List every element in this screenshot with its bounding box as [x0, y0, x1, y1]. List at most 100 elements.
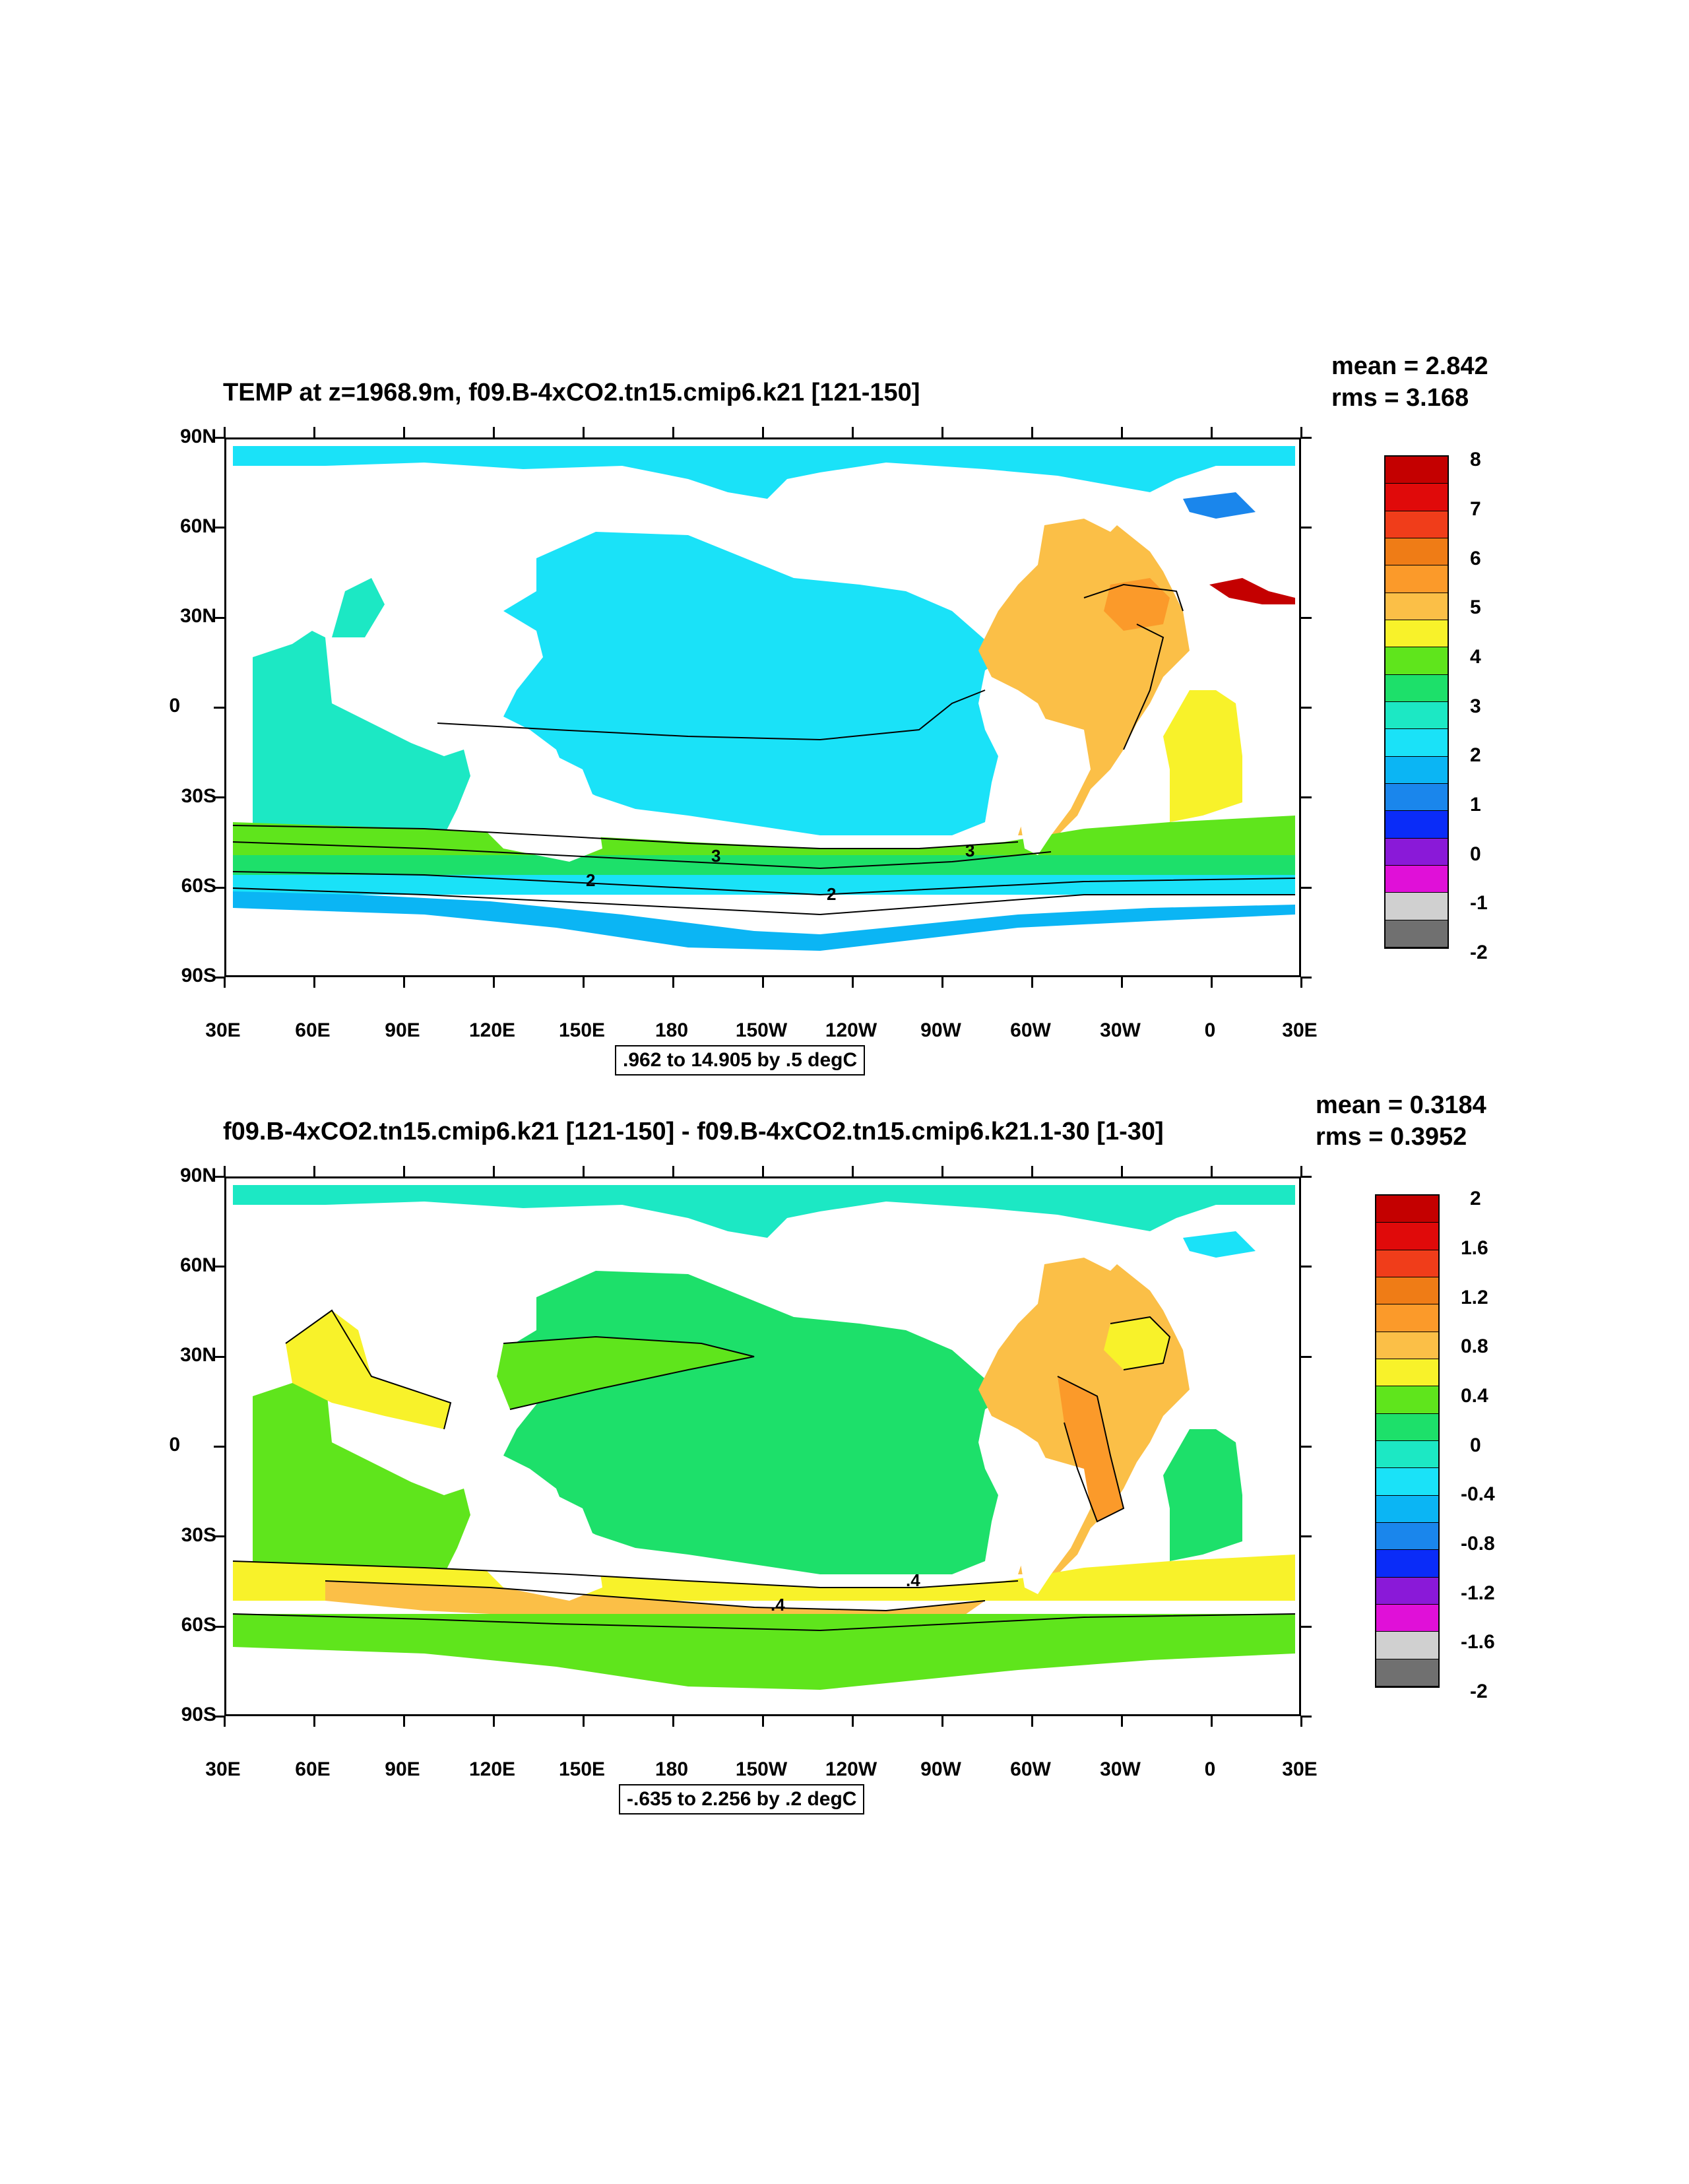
australia-land	[470, 1489, 602, 1601]
contour-lines	[232, 583, 1296, 916]
axis-tick	[1301, 437, 1312, 439]
colorbar-swatch	[1386, 647, 1448, 675]
colorbar-swatch	[1376, 1332, 1438, 1359]
x-label: 120W	[825, 1758, 877, 1780]
axis-tick	[493, 1166, 495, 1176]
x-label: 180	[654, 1019, 689, 1041]
colorbar-swatch	[1386, 457, 1448, 484]
colorbar-swatch	[1386, 620, 1448, 648]
contour-info-box: -.635 to 2.256 by .2 degC	[619, 1784, 865, 1815]
axis-tick	[1301, 886, 1312, 889]
colorbar-swatch	[1386, 538, 1448, 566]
colorbar-label: 6	[1470, 548, 1481, 569]
atlantic-east-green	[1163, 1429, 1242, 1561]
axis-tick	[1121, 1716, 1123, 1727]
contour-lines	[232, 1309, 1296, 1632]
x-label: 30E	[1282, 1019, 1318, 1041]
colorbar-label: 3	[1470, 695, 1481, 717]
y-label: 90N	[179, 1165, 216, 1186]
rms-value: rms = 3.168	[1331, 384, 1469, 412]
axis-tick	[1031, 427, 1033, 437]
axis-tick	[1301, 527, 1312, 529]
axis-tick	[313, 977, 315, 988]
x-label: 30E	[205, 1019, 241, 1041]
atlantic-mid-yellow	[1104, 1317, 1170, 1370]
axis-tick	[313, 1166, 315, 1176]
axis-tick	[1301, 977, 1312, 979]
axis-tick	[1121, 977, 1123, 988]
axis-tick	[1031, 1716, 1033, 1727]
atlantic-north	[978, 519, 1190, 835]
axis-tick	[852, 1716, 854, 1727]
axis-tick	[1211, 1716, 1213, 1727]
colorbar-swatch	[1376, 1577, 1438, 1605]
axis-tick	[224, 427, 226, 437]
axis-tick	[403, 1716, 405, 1727]
y-label: 90S	[181, 965, 216, 986]
axis-tick	[493, 1716, 495, 1727]
pacific-lightgreen	[497, 1337, 754, 1409]
atlantic-east-yellow	[1163, 690, 1242, 822]
axis-tick	[1301, 796, 1312, 799]
greenland-sea	[1183, 492, 1256, 519]
colorbar-label: -2	[1470, 1681, 1488, 1702]
colorbar-swatch	[1376, 1359, 1438, 1387]
indian-region	[253, 1370, 470, 1588]
pacific-region	[503, 532, 1005, 835]
colorbar-swatch	[1376, 1277, 1438, 1305]
colorbar-swatch	[1376, 1495, 1438, 1523]
axis-tick	[214, 1266, 224, 1268]
y-label: 30S	[181, 785, 216, 807]
axis-tick	[214, 796, 224, 799]
colorbar	[1375, 1194, 1440, 1688]
colorbar-label: -0.8	[1461, 1533, 1495, 1555]
axis-tick	[762, 427, 764, 437]
y-label: 0	[169, 695, 180, 717]
colorbar-label: 1.2	[1461, 1287, 1488, 1308]
x-label: 30E	[205, 1758, 241, 1780]
southern-cyan	[233, 875, 1295, 895]
colorbar-label: 0	[1470, 1434, 1481, 1456]
colorbar-swatch	[1376, 1413, 1438, 1441]
med-red	[1209, 578, 1295, 604]
colorbar-label: 1.6	[1461, 1237, 1488, 1259]
x-label: 30W	[1100, 1019, 1141, 1041]
y-label: 30N	[179, 605, 216, 627]
colorbar-label: 2	[1470, 744, 1481, 766]
colorbar-swatch	[1376, 1250, 1438, 1277]
colorbar-swatch	[1386, 701, 1448, 730]
axis-tick	[214, 1446, 224, 1448]
x-label: 150W	[735, 1758, 788, 1780]
colorbar-label: -1	[1470, 892, 1488, 914]
colorbar-swatch	[1376, 1522, 1438, 1551]
axis-tick	[583, 1166, 585, 1176]
panel-title: f09.B-4xCO2.tn15.cmip6.k21 [121-150] - f…	[223, 1118, 1164, 1145]
axis-tick	[762, 1166, 764, 1176]
axis-tick	[403, 977, 405, 988]
mean-value: mean = 2.842	[1331, 352, 1488, 380]
colorbar-swatch	[1386, 783, 1448, 812]
axis-tick	[214, 616, 224, 619]
axis-tick	[313, 427, 315, 437]
axis-tick	[1211, 427, 1213, 437]
colorbar-label: 1	[1470, 794, 1481, 816]
colorbar-label: 2	[1470, 1188, 1481, 1209]
madagascar-area	[332, 578, 385, 637]
axis-tick	[852, 427, 854, 437]
colorbar-swatch	[1376, 1468, 1438, 1496]
axis-tick	[1301, 1535, 1312, 1538]
arctic-region	[233, 446, 1295, 499]
colorbar-swatch	[1376, 1196, 1438, 1223]
colorbar-swatch	[1376, 1304, 1438, 1332]
colorbar-swatch	[1376, 1632, 1438, 1659]
colorbar-swatch	[1386, 674, 1448, 702]
axis-tick	[1301, 1266, 1312, 1268]
colorbar-label: 0.4	[1461, 1385, 1488, 1407]
axis-tick	[214, 707, 224, 709]
axis-tick	[214, 886, 224, 889]
axis-tick	[672, 1716, 674, 1727]
x-label: 150E	[558, 1019, 606, 1041]
x-label: 0	[1204, 1019, 1216, 1041]
axis-tick	[672, 1166, 674, 1176]
axis-tick	[224, 1716, 226, 1727]
